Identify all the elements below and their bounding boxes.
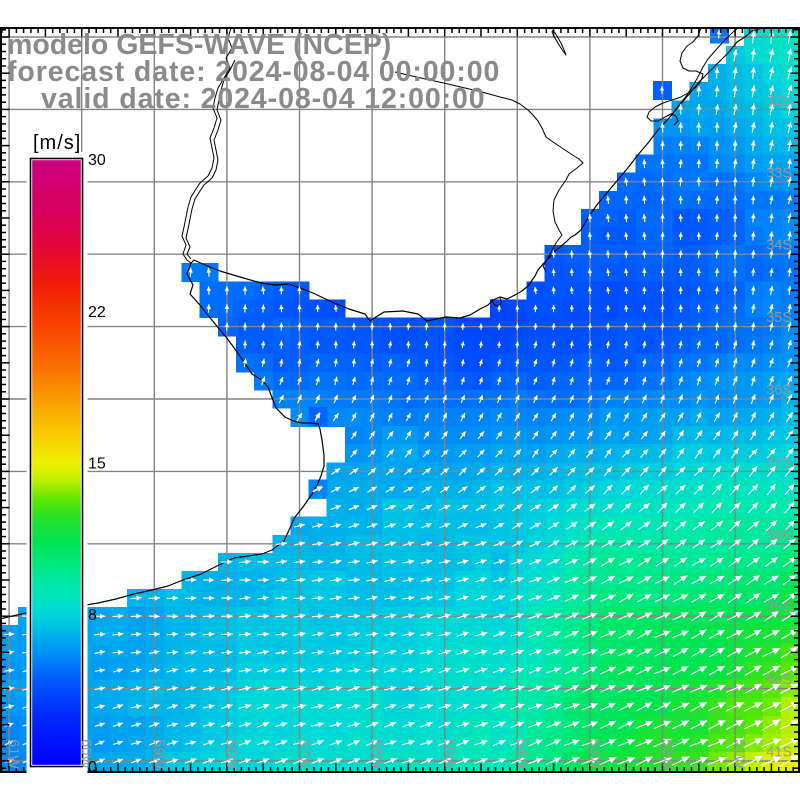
svg-text:41S: 41S (766, 745, 792, 761)
svg-text:40S: 40S (766, 672, 792, 688)
svg-text:0: 0 (88, 759, 97, 776)
svg-text:52W: 52W (659, 739, 675, 769)
svg-text:32S: 32S (766, 93, 792, 109)
svg-text:35S: 35S (766, 310, 792, 326)
svg-text:54W: 54W (513, 739, 529, 769)
svg-text:55W: 55W (441, 739, 457, 769)
svg-text:[m/s]: [m/s] (33, 132, 81, 154)
svg-text:59W: 59W (150, 739, 166, 769)
svg-text:51W: 51W (731, 739, 747, 769)
svg-text:53W: 53W (586, 739, 602, 769)
svg-text:30: 30 (88, 152, 106, 169)
svg-text:modelo GEFS-WAVE (NCEP): modelo GEFS-WAVE (NCEP) (7, 29, 391, 61)
svg-text:39S: 39S (766, 600, 792, 616)
svg-text:38S: 38S (766, 527, 792, 543)
svg-text:8: 8 (88, 607, 97, 624)
svg-text:valid date: 2024-08-04 12:00:0: valid date: 2024-08-04 12:00:00 (41, 83, 486, 115)
svg-text:36S: 36S (766, 383, 792, 399)
svg-text:58W: 58W (223, 739, 239, 769)
svg-text:22: 22 (88, 304, 106, 321)
svg-text:34S: 34S (766, 238, 792, 254)
svg-text:15: 15 (88, 456, 106, 473)
svg-text:60W: 60W (78, 739, 94, 769)
svg-text:33S: 33S (766, 165, 792, 181)
svg-text:37S: 37S (766, 455, 792, 471)
svg-text:61W: 61W (5, 739, 21, 769)
svg-text:57W: 57W (296, 739, 312, 769)
svg-text:forecast date: 2024-08-04 00:0: forecast date: 2024-08-04 00:00:00 (7, 56, 500, 88)
svg-text:56W: 56W (368, 739, 384, 769)
